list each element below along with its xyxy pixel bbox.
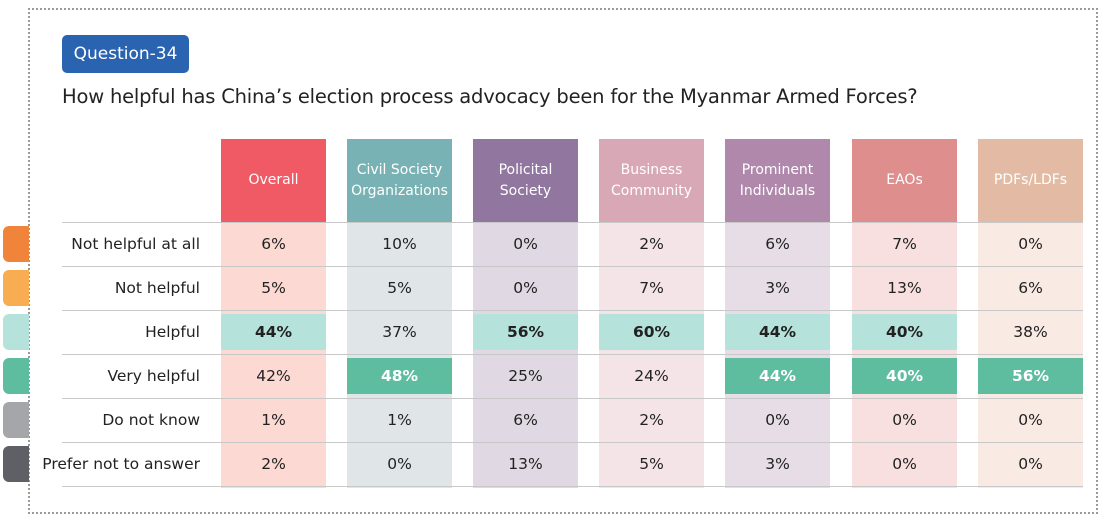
table-cell: 44% — [221, 314, 326, 350]
table-cell: 40% — [852, 314, 957, 350]
table-cell: 48% — [347, 358, 452, 394]
legend-color-tab — [3, 226, 29, 262]
table-cell: 5% — [261, 279, 286, 297]
legend-color-tab — [3, 358, 29, 394]
row-label: Not helpful at all — [71, 235, 200, 253]
row-label: Do not know — [102, 411, 200, 429]
table-cell: 7% — [639, 279, 664, 297]
table-cell: 7% — [892, 235, 917, 253]
table-cell: 37% — [382, 323, 417, 341]
table-cell: 0% — [892, 411, 917, 429]
table-cell: 2% — [639, 235, 664, 253]
table-cell: 6% — [261, 235, 286, 253]
table-cell: 2% — [639, 411, 664, 429]
table-cell: 56% — [473, 314, 578, 350]
row-label: Not helpful — [114, 279, 200, 297]
table-cell: 0% — [513, 235, 538, 253]
column-header: Business Community — [599, 139, 704, 222]
column-header: Prominent Individuals — [725, 139, 830, 222]
table-cell: 3% — [765, 455, 790, 473]
table-cell: 0% — [513, 279, 538, 297]
legend-color-tab — [3, 402, 29, 438]
row-label: Prefer not to answer — [42, 455, 200, 473]
table-cell: 6% — [765, 235, 790, 253]
table-cell: 40% — [852, 358, 957, 394]
table-cell: 3% — [765, 279, 790, 297]
row-divider — [62, 486, 1083, 487]
column-header: Overall — [221, 139, 326, 222]
row-divider — [62, 222, 1083, 223]
row-label: Very helpful — [107, 367, 200, 385]
table-cell: 10% — [382, 235, 417, 253]
table-cell: 0% — [1018, 235, 1043, 253]
table-cell: 13% — [887, 279, 922, 297]
table-cell: 25% — [508, 367, 543, 385]
dotted-frame — [28, 8, 1098, 514]
table-cell: 1% — [261, 411, 286, 429]
row-divider — [62, 310, 1083, 311]
legend-color-tab — [3, 270, 29, 306]
question-title: How helpful has China’s election process… — [62, 85, 918, 108]
table-cell: 0% — [1018, 455, 1043, 473]
row-divider — [62, 442, 1083, 443]
legend-color-tab — [3, 314, 29, 350]
table-cell: 44% — [725, 314, 830, 350]
row-divider — [62, 354, 1083, 355]
legend-color-tab — [3, 446, 29, 482]
question-badge: Question-34 — [62, 35, 189, 73]
row-divider — [62, 398, 1083, 399]
table-cell: 2% — [261, 455, 286, 473]
table-cell: 38% — [1013, 323, 1048, 341]
row-divider — [62, 266, 1083, 267]
table-cell: 24% — [634, 367, 669, 385]
table-cell: 6% — [1018, 279, 1043, 297]
table-cell: 0% — [387, 455, 412, 473]
table-cell: 60% — [599, 314, 704, 350]
table-cell: 5% — [387, 279, 412, 297]
table-cell: 6% — [513, 411, 538, 429]
table-cell: 5% — [639, 455, 664, 473]
table-cell: 1% — [387, 411, 412, 429]
table-cell: 42% — [256, 367, 291, 385]
column-header: EAOs — [852, 139, 957, 222]
table-cell: 0% — [765, 411, 790, 429]
table-cell: 44% — [725, 358, 830, 394]
column-header: Policital Society — [473, 139, 578, 222]
table-cell: 56% — [978, 358, 1083, 394]
table-cell: 0% — [892, 455, 917, 473]
column-header: Civil Society Organizations — [347, 139, 452, 222]
table-cell: 13% — [508, 455, 543, 473]
column-header: PDFs/LDFs — [978, 139, 1083, 222]
table-cell: 0% — [1018, 411, 1043, 429]
row-label: Helpful — [145, 323, 200, 341]
